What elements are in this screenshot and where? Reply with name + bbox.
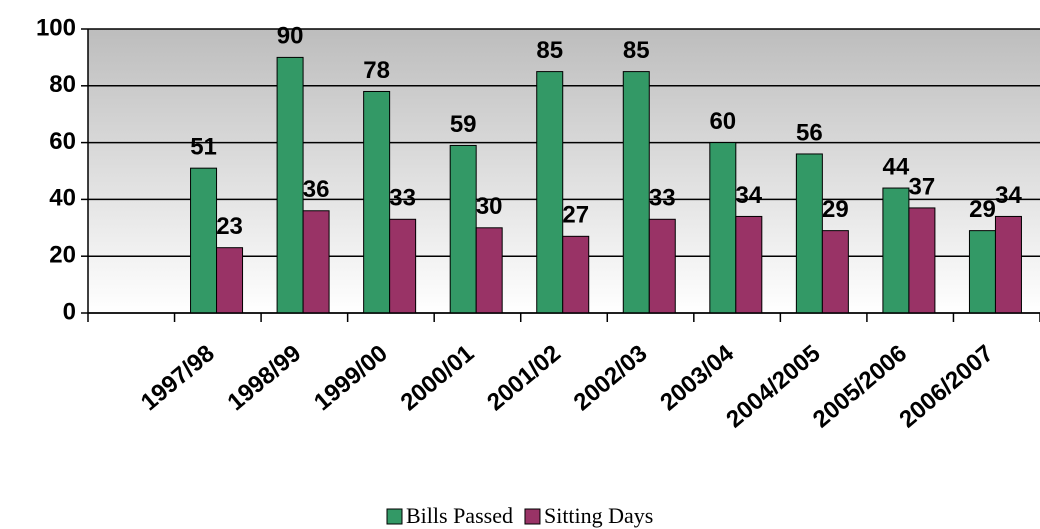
bar <box>562 235 590 314</box>
data-label: 51 <box>190 134 217 161</box>
x-tick-label: 2003/04 <box>655 339 739 416</box>
x-tick-label: 1998/99 <box>222 340 306 416</box>
bar <box>276 56 304 314</box>
bar <box>302 210 330 314</box>
y-tick-label: 60 <box>49 128 76 155</box>
x-tick-label: 1997/98 <box>136 340 220 416</box>
legend-label: Sitting Days <box>544 503 653 528</box>
data-label: 85 <box>536 37 563 64</box>
data-label: 44 <box>883 153 910 180</box>
x-tick-label: 2001/02 <box>482 340 566 416</box>
y-tick-label: 80 <box>49 71 76 98</box>
bar <box>389 218 417 314</box>
data-label: 34 <box>995 182 1022 209</box>
data-label: 29 <box>969 196 996 223</box>
data-label: 34 <box>735 182 762 209</box>
x-tick-label: 2002/03 <box>569 340 653 416</box>
bar <box>363 90 391 314</box>
y-tick-label: 100 <box>36 14 76 41</box>
x-tick-label: 2006/2007 <box>894 340 998 434</box>
data-label: 33 <box>649 185 676 212</box>
legend-swatch <box>524 508 541 525</box>
bar <box>994 215 1022 314</box>
x-tick-label: 2000/01 <box>396 340 480 416</box>
bar <box>475 227 503 314</box>
bar <box>908 207 936 314</box>
data-label: 56 <box>796 119 823 146</box>
bar <box>882 187 910 314</box>
bar <box>622 71 650 314</box>
data-label: 59 <box>450 111 477 138</box>
data-label: 23 <box>216 213 243 240</box>
bar <box>795 153 823 314</box>
data-label: 85 <box>623 37 650 64</box>
legend-swatch <box>386 508 403 525</box>
x-tick-label: 2004/2005 <box>721 340 825 434</box>
data-label: 90 <box>277 23 304 50</box>
bar <box>821 230 849 314</box>
y-tick-label: 40 <box>49 185 76 212</box>
bar <box>968 230 996 314</box>
bar <box>648 218 676 314</box>
x-tick-label: 2005/2006 <box>808 340 912 434</box>
data-label: 29 <box>822 196 849 223</box>
y-tick-label: 20 <box>49 242 76 269</box>
data-label: 33 <box>389 185 416 212</box>
data-label: 78 <box>363 57 390 84</box>
data-label: 30 <box>476 193 503 220</box>
bar <box>216 247 244 314</box>
bar <box>735 215 763 314</box>
y-tick-label: 0 <box>63 298 76 325</box>
x-tick-label: 1999/00 <box>309 340 393 416</box>
bar <box>449 144 477 314</box>
bar <box>709 142 737 314</box>
data-label: 37 <box>909 173 936 200</box>
data-label: 60 <box>709 108 736 135</box>
data-label: 36 <box>303 176 330 203</box>
bar <box>190 167 218 314</box>
bar <box>536 71 564 314</box>
data-label: 27 <box>562 202 589 229</box>
legend-label: Bills Passed <box>406 503 513 528</box>
